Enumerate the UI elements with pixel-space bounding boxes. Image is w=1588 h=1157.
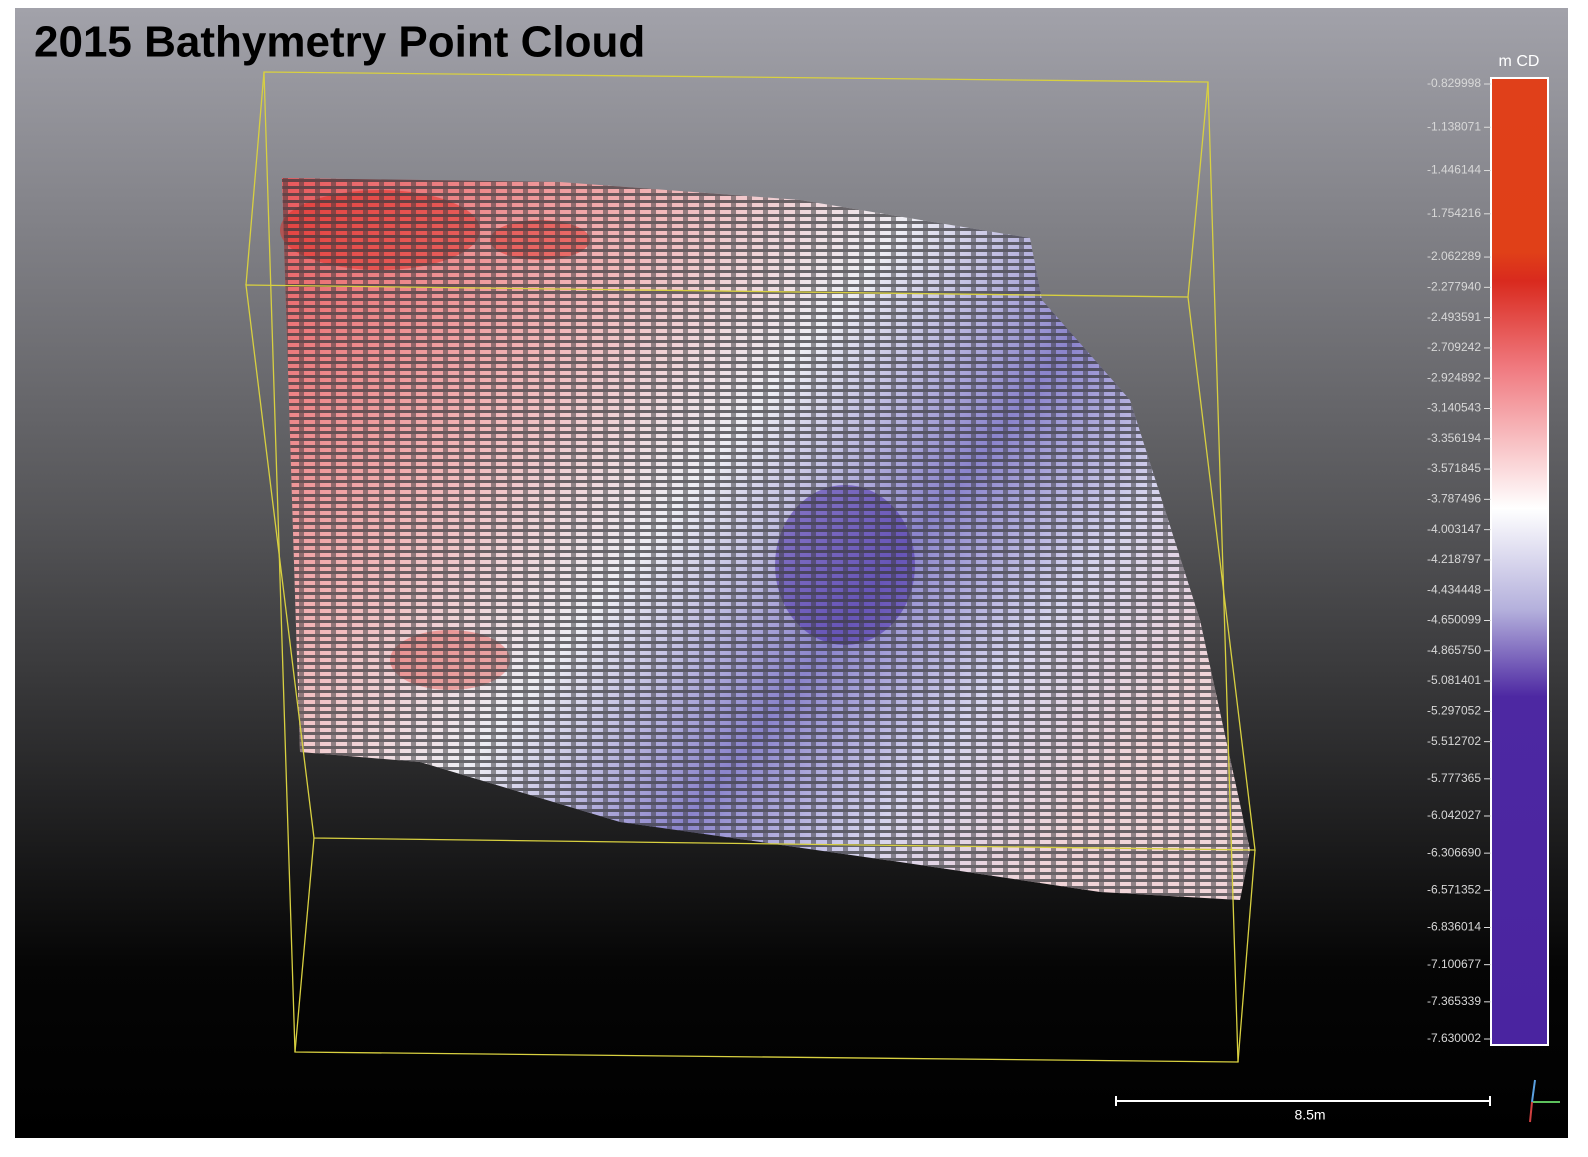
axis-gizmo — [1529, 1079, 1560, 1123]
tick-label: -6.836014 — [1427, 920, 1481, 934]
tick-label: -4.003147 — [1427, 522, 1481, 536]
tick-label: -2.062289 — [1427, 249, 1481, 263]
tick-label: -5.777365 — [1427, 771, 1481, 785]
tick-label: -2.709242 — [1427, 340, 1481, 354]
tick-label: -1.138071 — [1427, 119, 1481, 133]
tick-label: -3.571845 — [1427, 461, 1481, 475]
tick-label: -6.042027 — [1427, 808, 1481, 822]
tick-label: -6.571352 — [1427, 882, 1481, 896]
tick-label: -7.365339 — [1427, 994, 1481, 1008]
tick-label: -1.446144 — [1427, 163, 1481, 177]
bounding-box — [245, 71, 1256, 1063]
tick-label: -5.297052 — [1427, 704, 1481, 718]
title: 2015 Bathymetry Point Cloud — [34, 18, 645, 67]
tick-label: -7.630002 — [1427, 1031, 1481, 1045]
tick-label: -4.434448 — [1427, 582, 1481, 596]
scale-title: m CD — [1499, 53, 1540, 70]
point-cloud — [280, 178, 1250, 900]
tick-label: -4.865750 — [1427, 643, 1481, 657]
tick-label: -1.754216 — [1427, 206, 1481, 220]
scale-bar-label: 8.5m — [1294, 1107, 1325, 1123]
tick-label: -4.650099 — [1427, 613, 1481, 627]
tick-label: -3.356194 — [1427, 431, 1481, 445]
scale-bar: 8.5m — [1115, 1096, 1491, 1123]
tick-label: -7.100677 — [1427, 957, 1481, 971]
cloud-texture — [282, 178, 1250, 900]
tick-label: -5.081401 — [1427, 673, 1481, 687]
tick-label: -2.924892 — [1427, 370, 1481, 384]
tick-label: -2.493591 — [1427, 310, 1481, 324]
tick-label: -5.512702 — [1427, 734, 1481, 748]
tick-label: -3.787496 — [1427, 492, 1481, 506]
tick-label: -2.277940 — [1427, 280, 1481, 294]
tick-label: -0.829998 — [1427, 76, 1481, 90]
tick-label: -3.140543 — [1427, 401, 1481, 415]
color-bar — [1490, 77, 1549, 1046]
tick-label: -4.218797 — [1427, 552, 1481, 566]
tick-label: -6.306690 — [1427, 845, 1481, 859]
